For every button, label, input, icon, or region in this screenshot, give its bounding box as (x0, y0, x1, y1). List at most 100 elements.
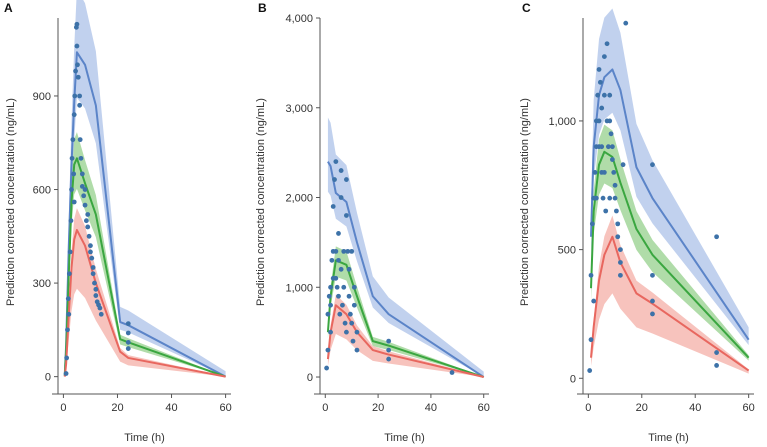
panel-a-data-point (66, 311, 72, 317)
panel-c-data-point (596, 118, 602, 124)
panel-c-data-point (650, 311, 655, 317)
panel-c-median-line (590, 150, 750, 359)
panel-a-data-point (63, 371, 69, 376)
panel-b-data-point (333, 159, 339, 165)
panel-c-upper-band (591, 8, 749, 346)
panel-c-data-point (601, 170, 607, 175)
panel-b-data-point (328, 302, 333, 308)
panel-c-data-point (607, 118, 613, 124)
panel-b-data-point (334, 284, 340, 290)
panel-b-data-point (342, 320, 348, 326)
panel-a-data-point (86, 233, 92, 239)
panel-b-median-line (326, 259, 485, 378)
panel-c-data-point (615, 221, 621, 227)
panel-c-data-point (587, 368, 593, 373)
panel-b-bands (327, 117, 484, 378)
panel-a-y-tick-label: 900 (33, 91, 51, 103)
panel-c-y-axis-label: Prediction corrected concentration (ng/m… (519, 98, 531, 306)
panel-c-data-point (597, 79, 603, 85)
panel-b-data-point (325, 311, 331, 317)
panel-a-x-axis-label: Time (h) (124, 432, 165, 444)
panel-c-upper-line (590, 68, 750, 341)
panel-c-data-point (615, 234, 621, 240)
panel-a-data-point (64, 355, 70, 361)
panel-c-data-point (601, 92, 607, 98)
panel-a-data-point (88, 249, 93, 255)
panel-b-data-point (345, 248, 351, 254)
panel-a: 0 300 600 900 0 20 40 60 A Prediction corrected c… (4, 0, 232, 444)
panel-a-data-point (77, 93, 83, 99)
panel-c-data-point (611, 170, 617, 175)
panel-c-x-tick-label: 20 (636, 402, 648, 414)
panel-b-data-point (338, 168, 344, 173)
panel-a-y-tick-label: 600 (33, 185, 51, 197)
panel-c-data-point (714, 350, 719, 355)
panel-b-data-point (336, 231, 341, 236)
panel-c-data-point (618, 247, 623, 253)
panel-b-y-tick-label: 0 (307, 372, 313, 384)
panel-c-data-point (609, 144, 615, 150)
panel-c-data-point (714, 363, 719, 368)
panel-c-data-point (599, 144, 605, 150)
panel-c-x-axis-label: Time (h) (648, 432, 689, 444)
panel-c-data-point (650, 272, 655, 278)
panel-c-data-point (623, 20, 629, 26)
panel-c-data-point (607, 195, 613, 201)
panel-a-data-point (69, 155, 75, 161)
panel-a-data-point (71, 171, 77, 177)
panel-a-data-point (79, 184, 85, 189)
panel-c-data-point (612, 195, 618, 201)
panel-a-data-point (90, 265, 96, 270)
panel-a-data-point (77, 102, 83, 108)
panel-b-data-point (346, 266, 352, 272)
panel-a-data-point (75, 62, 80, 68)
panel-c-x-tick-label: 60 (743, 402, 755, 414)
panel-c-x-tick-label: 0 (585, 402, 591, 414)
panel-a-data-point (89, 255, 95, 261)
panel-c-data-point (620, 162, 626, 168)
panel-b-data-point (325, 347, 331, 353)
panel-b-y-axis-label: Prediction corrected concentration (ng/m… (255, 98, 267, 306)
panel-a-bands (64, 0, 226, 377)
panel-b-data-point (386, 338, 392, 344)
panel-b-data-point (336, 293, 341, 299)
panel-c-data-point (618, 260, 623, 265)
panel-a-data-point (72, 93, 78, 99)
panel-b-data-point (351, 302, 357, 308)
panel-b-y-tick-label: 1,000 (285, 282, 313, 294)
panel-a-data-point (82, 202, 88, 208)
panel-a-data-point (93, 293, 99, 298)
panel-b-x-tick-label: 0 (322, 402, 328, 414)
panel-b: 0 1,000 2,000 3,000 4,000 0 20 40 60 B Prediction … (255, 1, 490, 444)
panel-c-data-point (595, 92, 601, 98)
panel-b-observed-points (324, 159, 455, 375)
panel-a-data-point (69, 187, 74, 192)
panel-b-data-point (328, 284, 333, 290)
panel-c-data-point (605, 144, 611, 150)
panel-a-data-point (74, 43, 80, 49)
panel-a-data-point (65, 296, 71, 302)
panel-a-data-point (78, 155, 84, 161)
panel-b-letter: B (258, 1, 267, 15)
panel-a-data-point (93, 286, 99, 292)
panel-b-data-point (350, 338, 356, 344)
panel-a-data-point (75, 74, 81, 80)
panel-a-y-tick-label: 300 (33, 278, 51, 290)
panel-b-data-point (349, 320, 355, 326)
panel-a-y-axis-label: Prediction corrected concentration (ng/m… (5, 98, 17, 306)
panel-b-data-point (344, 329, 349, 335)
panel-a-data-point (92, 280, 97, 286)
panel-b-data-point (341, 248, 347, 254)
panel-c-y-tick-label: 1,000 (548, 116, 576, 128)
panel-c-observed-points (587, 20, 719, 373)
panel-c-bands (591, 8, 749, 374)
panel-c-y-tick-label: 0 (570, 373, 576, 385)
panel-b-data-point (386, 347, 392, 353)
panel-a-data-point (125, 330, 131, 336)
panel-a-lower-band (64, 208, 226, 377)
panel-a-upper-band (64, 0, 226, 377)
panel-a-data-point (83, 218, 89, 224)
panel-b-data-point (329, 257, 335, 263)
panel-a-data-point (70, 137, 76, 143)
